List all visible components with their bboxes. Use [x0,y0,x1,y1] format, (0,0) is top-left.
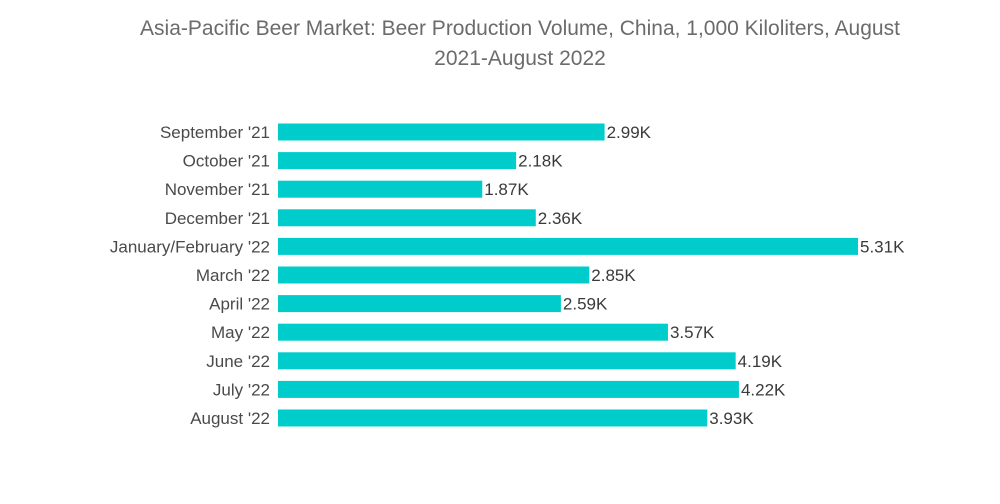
bar [278,295,561,313]
value-label: 2.85K [591,266,636,285]
value-label: 5.31K [860,237,905,256]
category-label: May '22 [211,323,270,342]
category-label: March '22 [196,266,270,285]
value-label: 3.93K [709,409,754,428]
bar [278,409,708,427]
category-label: July '22 [213,380,270,399]
value-label: 2.36K [538,209,583,228]
value-label: 4.22K [741,380,786,399]
value-label: 3.57K [670,323,715,342]
bar [278,180,483,198]
category-label: January/February '22 [110,237,270,256]
category-label: September '21 [160,123,270,142]
chart-title-line-2: 2021-August 2022 [434,47,606,70]
category-label: April '22 [209,295,270,314]
category-label: August '22 [190,409,270,428]
value-label: 2.18K [518,152,563,171]
bar [278,237,858,255]
chart-title-line-1: Asia-Pacific Beer Market: Beer Productio… [140,17,900,40]
bar [278,323,668,341]
category-label: October '21 [183,152,270,171]
bar [278,152,517,170]
bar [278,352,736,370]
category-label: June '22 [206,352,270,371]
chart-title: Asia-Pacific Beer Market: Beer Productio… [60,14,980,74]
category-label: November '21 [165,180,270,199]
value-label: 1.87K [484,180,529,199]
category-label: December '21 [165,209,270,228]
value-label: 2.99K [607,123,652,142]
bar [278,209,536,227]
bar [278,123,605,141]
bar [278,266,590,284]
value-label: 2.59K [563,295,608,314]
bar [278,380,739,398]
value-label: 4.19K [738,352,783,371]
